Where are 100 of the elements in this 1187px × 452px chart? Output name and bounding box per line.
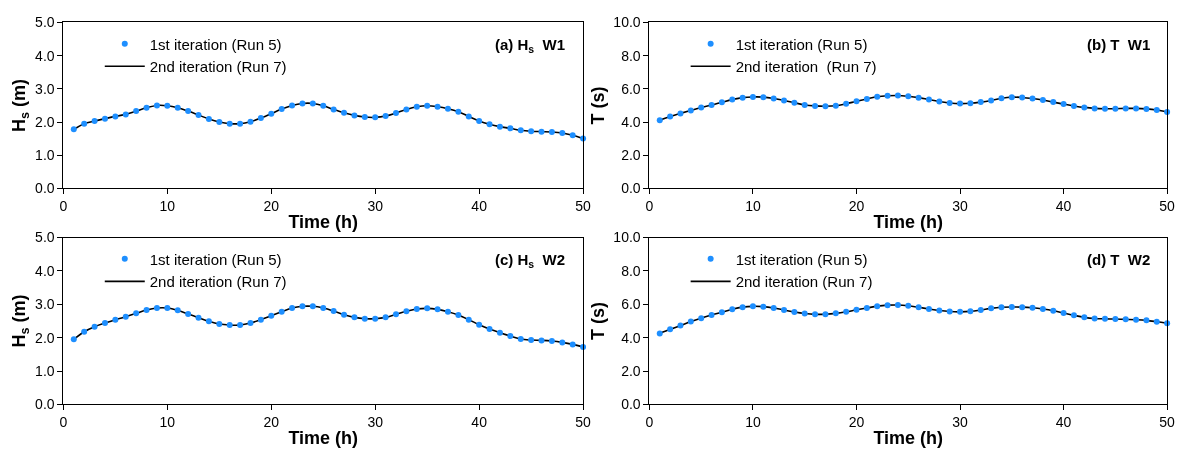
point <box>424 305 431 312</box>
point <box>1143 105 1150 112</box>
y-tick-label: 10.0 <box>613 229 641 246</box>
point <box>528 128 535 135</box>
point <box>569 341 576 348</box>
point <box>781 97 788 104</box>
point <box>1081 104 1088 111</box>
point <box>905 93 912 100</box>
annotation: (a) H$_{s}$ W1 <box>495 36 566 56</box>
point <box>372 315 379 322</box>
point <box>559 339 566 346</box>
point <box>1060 101 1067 108</box>
x-tick-label: 50 <box>575 414 592 431</box>
x-tick-label: 30 <box>367 198 384 215</box>
point <box>112 316 119 323</box>
point <box>822 103 829 110</box>
x-tick-label: 0 <box>645 198 654 215</box>
y-tick-label: 2.0 <box>621 147 641 164</box>
point <box>528 337 535 344</box>
point <box>832 102 839 109</box>
point <box>496 329 503 336</box>
y-tick-label: 4.0 <box>35 262 55 279</box>
point <box>122 111 129 118</box>
y-tick-label: 4.0 <box>621 329 641 346</box>
point <box>677 322 684 329</box>
point <box>874 93 881 100</box>
point <box>1029 95 1036 102</box>
point <box>101 320 108 327</box>
legend-label: 1st iteration (Run 5) <box>735 35 868 53</box>
point <box>164 102 171 109</box>
point <box>801 310 808 317</box>
point <box>749 303 756 310</box>
point <box>988 97 995 104</box>
y-tick-label: 1.0 <box>35 362 55 379</box>
point <box>91 323 98 330</box>
annotation: (c) H$_{s}$ W2 <box>495 251 566 271</box>
point <box>289 102 296 109</box>
point <box>216 119 223 126</box>
annotation: (b) T W1 <box>1087 36 1151 53</box>
y-tick-label: 10.0 <box>613 14 641 31</box>
point <box>434 306 441 313</box>
point <box>946 308 953 315</box>
point <box>247 118 254 125</box>
x-tick-label: 50 <box>1159 198 1176 215</box>
point <box>687 107 694 114</box>
point <box>656 330 663 337</box>
point <box>413 103 420 110</box>
y-tick-label: 5.0 <box>35 14 55 31</box>
x-tick-label: 20 <box>848 198 865 215</box>
y-tick-label: 6.0 <box>621 296 641 313</box>
point <box>1153 318 1160 325</box>
point <box>299 100 306 107</box>
point <box>1050 307 1057 314</box>
point <box>476 118 483 125</box>
x-tick-label: 0 <box>59 414 68 431</box>
point <box>320 102 327 109</box>
point <box>278 308 285 315</box>
point <box>205 116 212 123</box>
point <box>143 307 150 313</box>
point <box>444 308 451 315</box>
point <box>1070 102 1077 109</box>
point <box>143 104 150 111</box>
point <box>341 109 348 116</box>
point <box>1102 315 1108 322</box>
x-axis-title: Time (h) <box>288 428 359 449</box>
point <box>559 129 566 136</box>
point <box>1112 105 1119 112</box>
point <box>729 96 736 103</box>
point <box>739 94 746 101</box>
point <box>320 305 327 311</box>
point <box>781 307 788 313</box>
point <box>708 312 715 318</box>
point <box>936 307 943 314</box>
point <box>393 311 399 318</box>
point <box>361 315 368 322</box>
y-tick-label: 4.0 <box>621 113 641 130</box>
point <box>998 95 1005 102</box>
point <box>884 302 891 309</box>
point <box>486 326 493 333</box>
point <box>580 344 587 351</box>
point <box>957 308 964 315</box>
y-tick-label: 4.0 <box>35 47 55 64</box>
point <box>195 314 202 321</box>
legend-label: 2nd iteration (Run 7) <box>735 58 877 76</box>
point <box>299 303 306 310</box>
point <box>936 98 943 105</box>
x-axis-title: Time (h) <box>288 212 359 233</box>
point <box>884 92 891 99</box>
point <box>382 314 389 321</box>
point <box>153 102 160 109</box>
point <box>226 322 233 329</box>
x-tick-label: 50 <box>575 198 592 215</box>
point <box>91 118 98 125</box>
point <box>361 114 368 121</box>
point <box>677 110 684 117</box>
point <box>822 311 829 318</box>
point <box>915 94 922 101</box>
point <box>382 113 389 120</box>
point <box>977 307 984 313</box>
point <box>455 312 462 318</box>
